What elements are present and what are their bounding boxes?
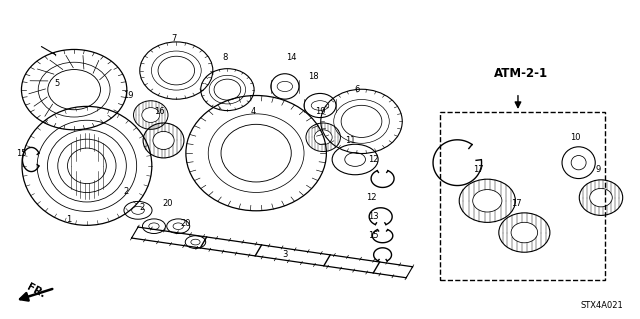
Text: 20: 20: [180, 219, 191, 227]
Text: 9: 9: [595, 165, 600, 174]
Text: 20: 20: [163, 199, 173, 208]
Text: 11: 11: [345, 136, 355, 145]
Text: 5: 5: [54, 79, 60, 88]
Text: 15: 15: [368, 231, 378, 240]
Text: 12: 12: [366, 193, 376, 202]
Text: 17: 17: [473, 165, 484, 174]
Text: 19: 19: [315, 108, 325, 116]
Text: 19: 19: [123, 92, 134, 100]
Text: 12: 12: [368, 155, 378, 164]
Text: 10: 10: [570, 133, 580, 142]
Text: 13: 13: [368, 212, 378, 221]
Text: 1: 1: [67, 215, 72, 224]
Text: 18: 18: [308, 72, 319, 81]
Text: 15: 15: [17, 149, 27, 158]
Text: 14: 14: [286, 53, 296, 62]
Text: 6: 6: [355, 85, 360, 94]
Text: 16: 16: [154, 108, 164, 116]
Text: 17: 17: [511, 199, 522, 208]
Text: 4: 4: [250, 108, 255, 116]
Text: 7: 7: [172, 34, 177, 43]
Text: STX4A021: STX4A021: [580, 301, 623, 310]
Text: 3: 3: [282, 250, 287, 259]
Text: 8: 8: [223, 53, 228, 62]
Text: 2: 2: [140, 203, 145, 211]
Text: FR.: FR.: [25, 282, 47, 300]
Text: 2: 2: [124, 187, 129, 196]
Text: ATM-2-1: ATM-2-1: [494, 67, 548, 80]
